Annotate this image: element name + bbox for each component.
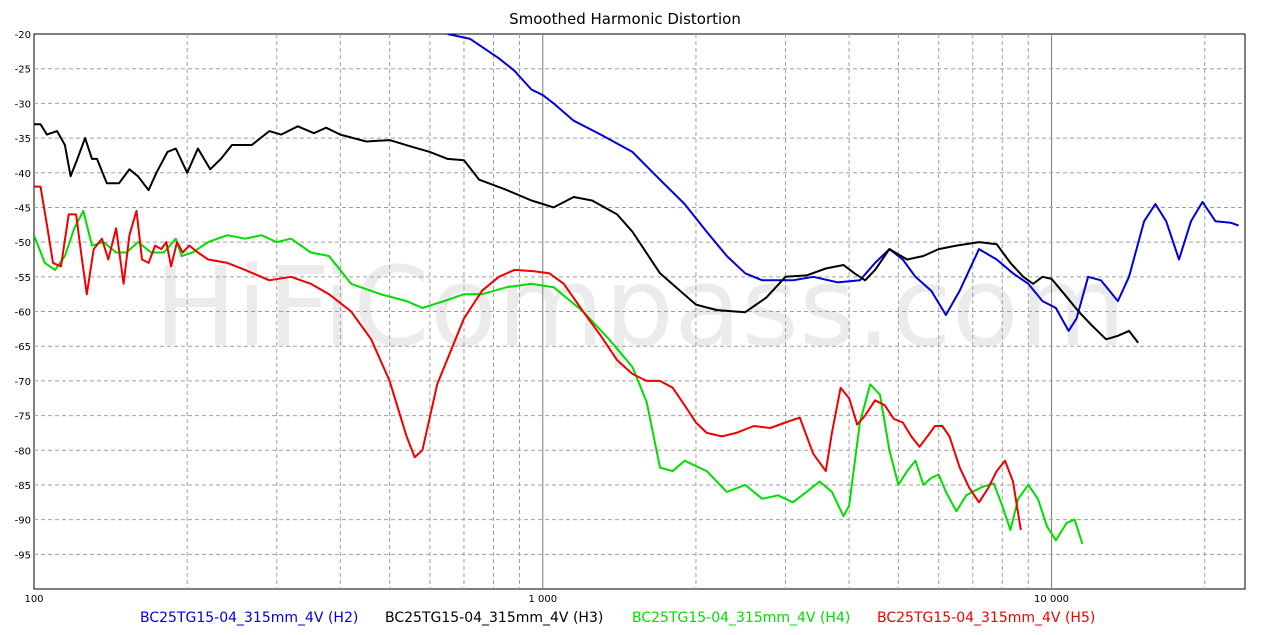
y-tick-label: -85 bbox=[15, 481, 31, 492]
watermark: HiFiCompass.com bbox=[154, 243, 1126, 371]
y-tick-label: -90 bbox=[15, 516, 31, 527]
series-line-1 bbox=[447, 34, 1239, 332]
y-tick-label: -50 bbox=[15, 238, 31, 249]
legend-entry-2: BC25TG15-04_315mm_4V (H3) bbox=[385, 610, 603, 626]
y-tick-label: -25 bbox=[15, 65, 31, 76]
y-tick-label: -40 bbox=[15, 169, 31, 180]
series-line-2 bbox=[34, 123, 1139, 344]
y-tick-label: -60 bbox=[15, 308, 31, 319]
legend-entry-4: BC25TG15-04_315mm_4V (H5) bbox=[877, 610, 1095, 626]
y-tick-label: -20 bbox=[15, 30, 31, 41]
x-tick-label: 10 000 bbox=[1034, 594, 1069, 605]
y-tick-label: -70 bbox=[15, 377, 31, 388]
x-tick-label: 100 bbox=[24, 594, 43, 605]
plot-area bbox=[34, 34, 1239, 545]
y-tick-label: -95 bbox=[15, 550, 31, 561]
legend: BC25TG15-04_315mm_4V (H2) BC25TG15-04_315… bbox=[140, 610, 1095, 626]
x-tick-label: 1 000 bbox=[528, 594, 557, 605]
y-tick-label: -30 bbox=[15, 99, 31, 110]
y-tick-label: -35 bbox=[15, 134, 31, 145]
legend-entry-1: BC25TG15-04_315mm_4V (H2) bbox=[140, 610, 358, 626]
y-tick-label: -80 bbox=[15, 446, 31, 457]
y-axis-tick-labels: -20 -25 -30 -35 -40 -45 -50 -55 -60 -65 -70 -75 -80 -… bbox=[15, 30, 31, 561]
x-axis-tick-labels: 100 1 000 10 000 bbox=[24, 594, 1069, 605]
series-line-3 bbox=[34, 209, 1084, 545]
y-tick-label: -45 bbox=[15, 203, 31, 214]
y-tick-label: -75 bbox=[15, 412, 31, 423]
y-tick-label: -55 bbox=[15, 273, 31, 284]
y-tick-label: -65 bbox=[15, 342, 31, 353]
chart-title: Smoothed Harmonic Distortion bbox=[509, 10, 741, 28]
series-line-4 bbox=[34, 185, 1022, 531]
legend-entry-3: BC25TG15-04_315mm_4V (H4) bbox=[632, 610, 850, 626]
grid bbox=[33, 33, 1246, 590]
